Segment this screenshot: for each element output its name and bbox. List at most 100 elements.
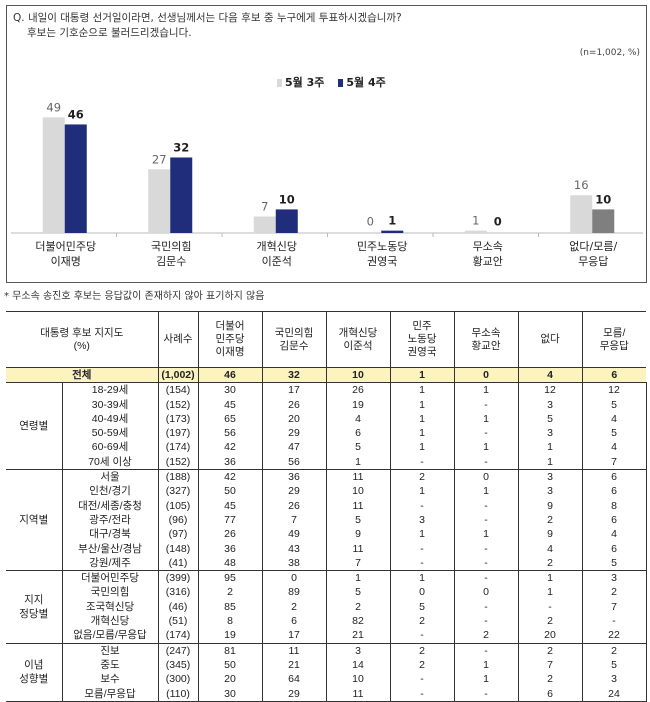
cell: (345): [157, 657, 199, 673]
cell: 85: [198, 599, 263, 615]
column-header: 개혁신당 이준석: [325, 311, 390, 368]
row-label: 부산/울산/경남: [78, 542, 142, 555]
cell: 7: [518, 657, 583, 673]
cell: 6: [582, 469, 647, 485]
cell: -: [454, 512, 519, 528]
group-label: 지역별: [6, 469, 63, 571]
category-label: 개혁신당: [257, 240, 297, 253]
cell: 1: [454, 411, 519, 427]
cell: 32: [261, 367, 326, 384]
cell: 1: [518, 585, 583, 600]
cell: 2: [326, 599, 391, 615]
cell: 0: [262, 570, 327, 586]
row-label: 진보: [100, 644, 120, 657]
column-header: 모름/무응답: [581, 311, 646, 368]
row-label: 60-69세: [91, 441, 129, 454]
cell: 3: [518, 397, 583, 412]
legend-swatch: [277, 79, 282, 87]
data-label: 1: [472, 214, 479, 228]
group-label: 이념 성향별: [6, 643, 63, 702]
group-label: 지지 정당별: [6, 570, 63, 644]
row-label: 모름/무응답: [84, 687, 136, 700]
data-label: 46: [68, 107, 84, 121]
cell: 19: [198, 628, 263, 644]
cell: 10: [326, 484, 391, 499]
category-label: 민주노동당: [357, 240, 408, 253]
cell: 26: [262, 397, 327, 412]
cell: 0: [454, 469, 519, 485]
cell: 2: [518, 512, 583, 528]
cell: 50: [198, 484, 263, 499]
cell: -: [454, 570, 519, 586]
cell: 2: [518, 614, 583, 629]
cell: 1: [326, 570, 391, 586]
table-row: 지지 정당별 더불어민주당 (399) 95 0 1 1-1 3: [6, 570, 647, 644]
table-row: 40-49세 (173) 65 20 4 1 1 5 4: [6, 411, 647, 427]
cell: 3: [518, 469, 583, 485]
cell: 2: [518, 555, 583, 571]
table-row: 국민의힘 (316) 2 89 5 0 0 1 2: [6, 585, 647, 600]
cell: 11: [326, 541, 391, 556]
cell: 1: [454, 484, 519, 499]
footnote: * 무소속 송진호 후보는 응답값이 존재하지 않아 표기하지 않음: [4, 291, 265, 302]
cell: 1: [518, 440, 583, 455]
bar: [487, 232, 509, 234]
bar: [464, 230, 487, 233]
row-label: 개혁신당: [90, 615, 130, 628]
cell: 6: [581, 367, 646, 384]
legend-label: 5월 4주: [346, 76, 386, 89]
cell: 42: [198, 469, 263, 485]
cell: (51): [157, 614, 199, 629]
cell: -: [582, 614, 647, 629]
cell: 3: [582, 570, 647, 586]
cell: 1: [390, 440, 455, 455]
cell: 7: [326, 555, 391, 571]
legend: 5월 3주 5월 4주: [277, 74, 386, 90]
table-row: 광주/전라 (96) 77 7 5 3-2 6: [6, 512, 647, 528]
cell: 7: [262, 512, 327, 528]
cell: 26: [262, 498, 327, 513]
cell: 6: [262, 614, 327, 629]
cell: 2: [454, 628, 519, 644]
cell: 2: [390, 643, 455, 658]
cell: 20: [518, 628, 583, 644]
cell: 4: [582, 440, 647, 455]
results-table: 대통령 후보 지지도 (%) 사례수 더불어 민주당 이재명 국민의힘 김문수 개혁신당 이준석 민…: [6, 311, 647, 702]
cell: 4: [518, 541, 583, 556]
cell: 5: [326, 512, 391, 528]
cell: 11: [262, 643, 327, 658]
cell: 5: [582, 555, 647, 571]
table-row: 지역별 서울 (188) 42 36 11 2 0 3 6: [6, 469, 647, 571]
legend-label: 5월 3주: [285, 76, 325, 89]
cell: 11: [326, 498, 391, 513]
cell: -: [518, 599, 583, 615]
cell: 6: [518, 686, 583, 702]
cell: 9: [326, 527, 391, 542]
cell: -: [390, 672, 455, 687]
table-row: 개혁신당 (51) 8 6 82 2-2-: [6, 614, 647, 629]
cell: (46): [157, 599, 199, 615]
cell: (41): [157, 555, 199, 571]
row-label: 강원/제주: [89, 556, 131, 569]
cell: 65: [198, 411, 263, 427]
column-header: 사례수: [157, 311, 198, 368]
cell: -: [454, 686, 519, 702]
cell: 5: [326, 440, 391, 455]
cell: 2: [390, 614, 455, 629]
cell: 20: [262, 411, 327, 427]
cell: 4: [582, 411, 647, 427]
cell: 1: [518, 570, 583, 586]
cell: -: [454, 599, 519, 615]
table-row: 대구/경북 (97) 26 49 9 1 1 9 4: [6, 527, 647, 542]
cell: 10: [326, 672, 391, 687]
cell: 77: [198, 512, 263, 528]
cell: 30: [198, 686, 263, 702]
cell: 20: [198, 672, 263, 687]
row-label: 조국혁신당: [85, 600, 135, 613]
cell: 45: [198, 397, 263, 412]
table-row: 60-69세 (174) 42 47 5 1 1 1 4: [6, 440, 647, 455]
row-label: 40-49세: [91, 412, 129, 425]
bar: [253, 216, 276, 233]
table-row: 중도 (345) 50 21 14 2 1 7 5: [6, 657, 647, 673]
cell: 7: [582, 454, 647, 470]
